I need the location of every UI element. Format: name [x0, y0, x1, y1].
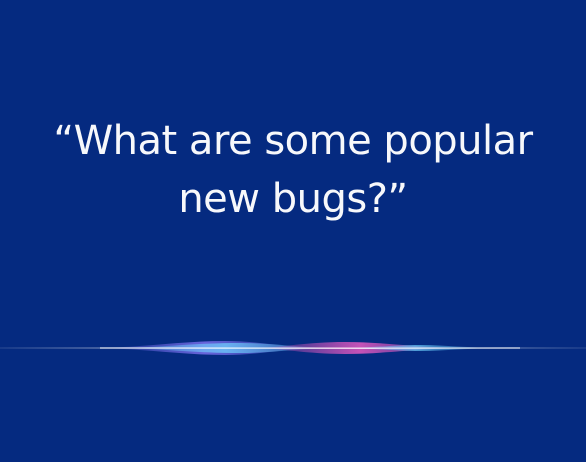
- siri-waveform: [0, 341, 586, 355]
- siri-query-line-2: new bugs?”: [178, 176, 408, 222]
- siri-query-line-1: “What are some popular: [53, 118, 533, 164]
- siri-query-text: “What are some popular new bugs?”: [0, 112, 586, 228]
- waveform-core: [99, 347, 521, 349]
